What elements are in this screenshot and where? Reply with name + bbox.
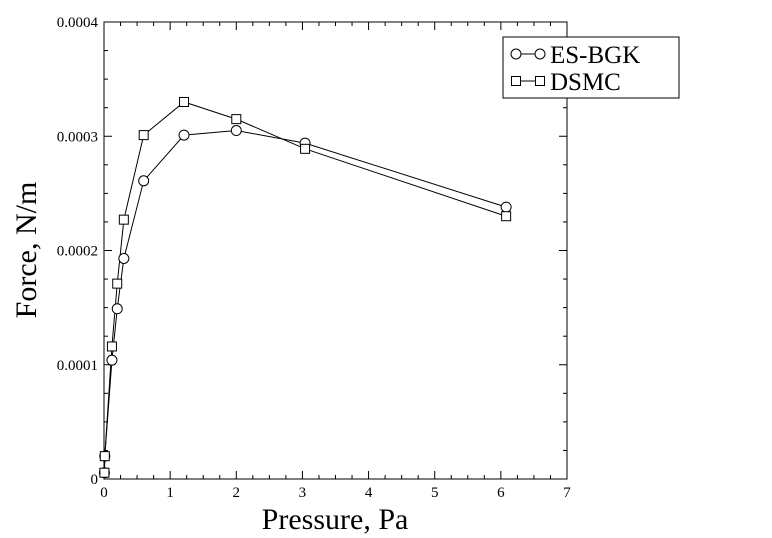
data-point-dsmc bbox=[112, 278, 123, 289]
x-tick-label: 0 bbox=[100, 485, 108, 501]
legend-marker-es-bgk bbox=[510, 48, 522, 60]
data-point-es-bgk bbox=[111, 303, 123, 315]
data-point-dsmc bbox=[138, 130, 149, 141]
y-tick-label: 0.0003 bbox=[57, 129, 98, 145]
data-point-es-bgk bbox=[138, 175, 150, 187]
data-point-es-bgk bbox=[106, 354, 118, 366]
x-tick-label: 2 bbox=[233, 485, 241, 501]
data-point-dsmc bbox=[118, 214, 129, 225]
series-line-es-bgk bbox=[103, 130, 507, 473]
data-point-es-bgk bbox=[118, 252, 130, 264]
legend-marker-dsmc bbox=[511, 76, 521, 86]
x-tick-label: 1 bbox=[166, 485, 174, 501]
y-tick-label: 0 bbox=[91, 472, 99, 488]
x-tick-label: 5 bbox=[431, 485, 439, 501]
data-point-dsmc bbox=[501, 211, 512, 222]
legend-marker-es-bgk bbox=[534, 48, 546, 60]
data-point-dsmc bbox=[99, 467, 110, 478]
legend-marker-dsmc bbox=[535, 76, 545, 86]
legend-box bbox=[502, 36, 680, 99]
x-tick-label: 7 bbox=[563, 485, 571, 501]
series-line-dsmc bbox=[103, 101, 507, 473]
data-point-dsmc bbox=[179, 96, 190, 107]
legend: ES-BGK DSMC bbox=[502, 36, 680, 99]
x-axis-title: Pressure, Pa bbox=[262, 503, 409, 536]
data-point-es-bgk bbox=[500, 201, 512, 213]
x-tick-label: 3 bbox=[299, 485, 307, 501]
y-tick-label: 0.0001 bbox=[57, 358, 98, 374]
data-point-dsmc bbox=[300, 143, 311, 154]
data-point-es-bgk bbox=[178, 129, 190, 141]
y-axis-title: Force, N/m bbox=[10, 182, 43, 319]
legend-label-dsmc: DSMC bbox=[550, 69, 621, 96]
series-markers bbox=[98, 96, 512, 479]
x-tick-label: 4 bbox=[365, 485, 373, 501]
series-lines bbox=[103, 101, 507, 473]
data-point-dsmc bbox=[106, 341, 117, 352]
y-tick-label: 0.0002 bbox=[57, 244, 98, 260]
y-tick-label: 0.0004 bbox=[57, 15, 99, 31]
data-point-es-bgk bbox=[230, 125, 242, 137]
data-point-dsmc bbox=[231, 114, 242, 125]
plot-frame bbox=[103, 21, 568, 480]
ticks: 0 1 2 3 4 5 6 7 0 0.0001 0.0002 0.0003 0.0004 bbox=[57, 15, 572, 501]
legend-label-es-bgk: ES-BGK bbox=[550, 42, 640, 69]
x-tick-label: 6 bbox=[497, 485, 505, 501]
data-point-dsmc bbox=[99, 451, 110, 462]
